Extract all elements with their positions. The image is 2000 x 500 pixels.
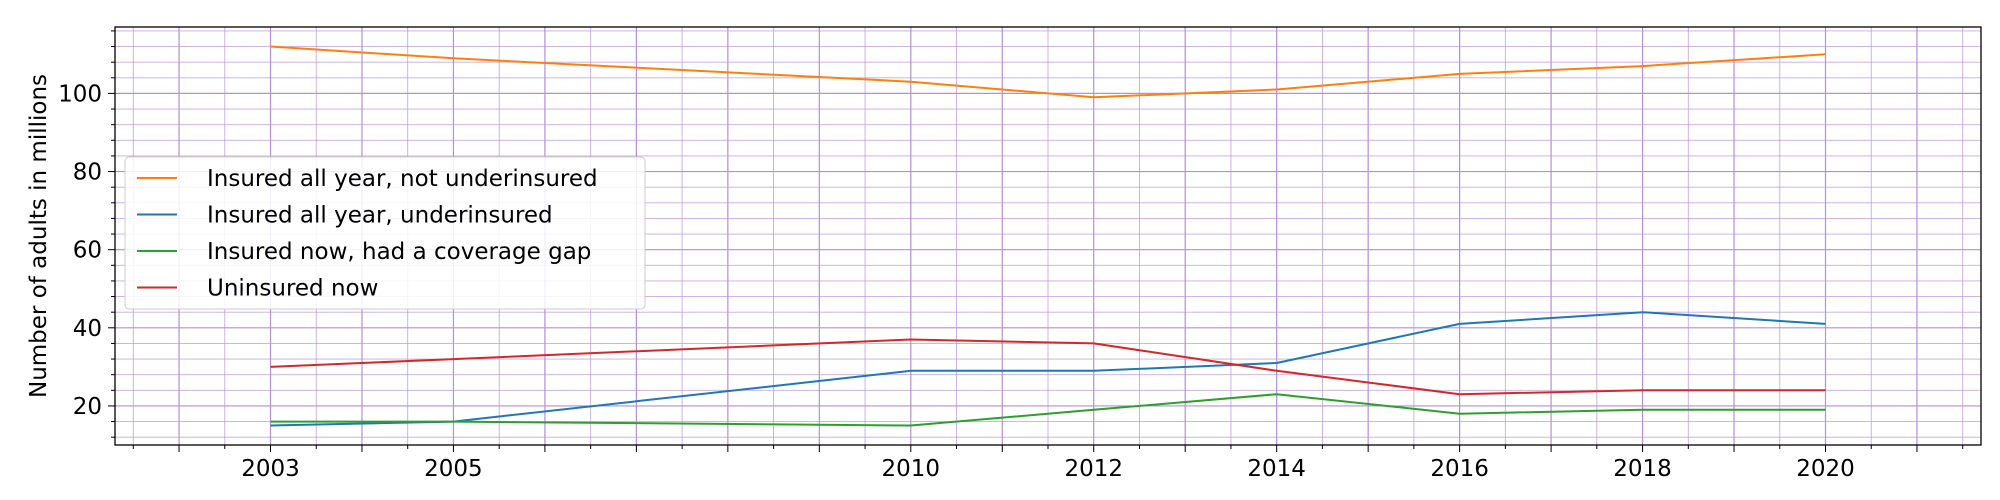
x-tick-labels: 2003 2005 2010 2012 2014 2016 2018 2020 (241, 456, 1855, 482)
y-tick-label: 20 (73, 394, 102, 420)
x-tick-label: 2016 (1430, 456, 1489, 482)
y-tick-label: 60 (73, 238, 102, 264)
x-tick-label: 2010 (882, 456, 941, 482)
legend-box (124, 156, 646, 310)
y-tick-label: 80 (73, 160, 102, 186)
x-tick-label: 2012 (1064, 456, 1123, 482)
series-line-4 (270, 338, 1826, 396)
legend-label: Uninsured now (207, 276, 378, 302)
x-tick-label: 2003 (241, 456, 300, 482)
x-tick-label: 2014 (1247, 456, 1306, 482)
y-tick-label: 100 (58, 81, 102, 107)
series-line-1 (270, 45, 1826, 99)
y-tick-labels: 20 40 60 80 100 (58, 81, 102, 420)
axis-ticks (108, 30, 1964, 452)
y-tick-label: 40 (73, 316, 102, 342)
series-line-2 (270, 311, 1826, 427)
legend: Insured all year, not underinsured Insure… (124, 156, 646, 310)
series-lines (270, 45, 1826, 427)
y-axis-label: Number of adults in millions (26, 74, 52, 398)
series-line-3 (270, 393, 1826, 427)
legend-label: Insured all year, underinsured (207, 203, 553, 229)
legend-label: Insured now, had a coverage gap (207, 239, 591, 265)
x-tick-label: 2005 (424, 456, 483, 482)
x-tick-label: 2020 (1796, 456, 1855, 482)
x-tick-label: 2018 (1613, 456, 1672, 482)
legend-label: Insured all year, not underinsured (207, 166, 598, 192)
